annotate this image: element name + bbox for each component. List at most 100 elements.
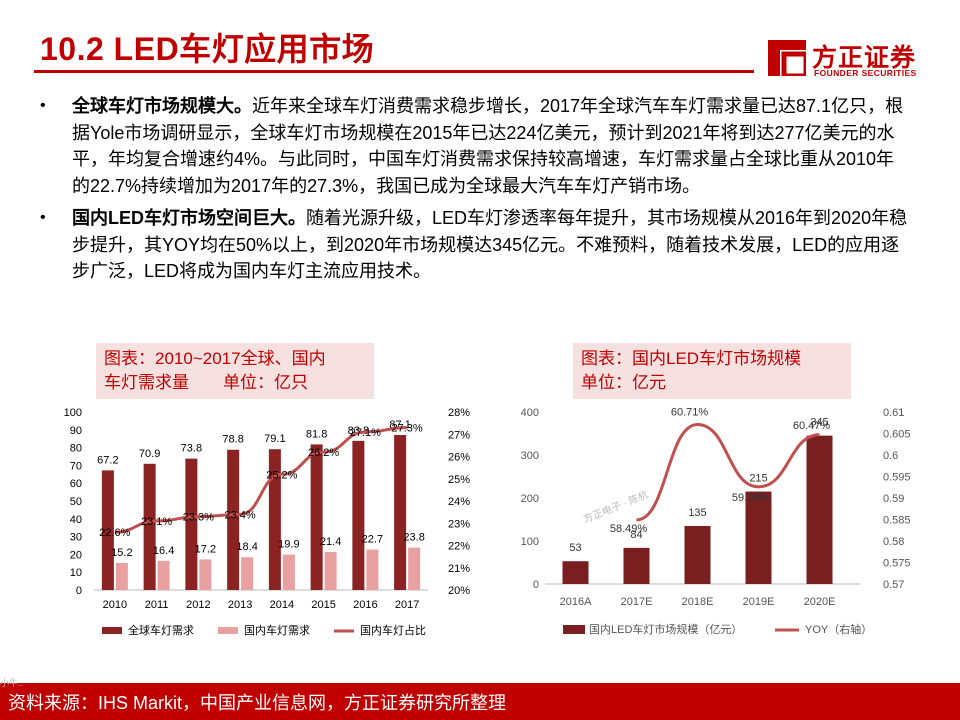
bar-global-label: 79.1 bbox=[264, 433, 285, 445]
x-tick-label: 2019E bbox=[743, 596, 775, 608]
bar-domestic bbox=[199, 559, 212, 590]
y2-tick-label: 27% bbox=[448, 429, 470, 441]
bar-domestic bbox=[366, 549, 379, 590]
bar-global bbox=[143, 463, 156, 590]
bar-global bbox=[185, 458, 198, 590]
founder-logo-icon bbox=[768, 40, 806, 76]
x-tick-label: 2017 bbox=[395, 599, 419, 611]
y2-tick-label: 0.585 bbox=[883, 515, 911, 527]
bar-led-label: 135 bbox=[688, 507, 706, 519]
bar-global bbox=[310, 444, 323, 590]
title-divider bbox=[34, 70, 754, 73]
y2-tick-label: 26% bbox=[448, 452, 470, 464]
bullet-list: • 全球车灯市场规模大。近年来全球车灯消费需求稳步增长，2017年全球汽车车灯需… bbox=[40, 93, 910, 291]
share-label: 26.2% bbox=[308, 447, 339, 459]
y-tick-label: 0 bbox=[76, 585, 82, 597]
bullet-heading: 全球车灯市场规模大。 bbox=[72, 96, 252, 116]
y-tick-label: 100 bbox=[521, 536, 539, 548]
chart2-caption-line1: 图表：国内LED车灯市场规模 bbox=[581, 349, 802, 368]
bullet-item: • 国内LED车灯市场空间巨大。随着光源升级，LED车灯渗透率每年提升，其市场规… bbox=[40, 205, 910, 285]
y-tick-label: 70 bbox=[70, 460, 82, 472]
bar-domestic bbox=[408, 547, 421, 590]
bar-global-label: 67.2 bbox=[97, 454, 118, 466]
bullet-dot-icon: • bbox=[40, 209, 46, 226]
bar-global bbox=[394, 434, 407, 590]
mascot-watermark: 小牛.. bbox=[0, 678, 24, 688]
y2-tick-label: 25% bbox=[448, 474, 470, 486]
bar-domestic-label: 21.4 bbox=[320, 536, 341, 548]
y2-tick-label: 0.595 bbox=[883, 472, 911, 484]
bar-led-market bbox=[684, 525, 711, 584]
x-tick-label: 2017E bbox=[621, 596, 653, 608]
y-tick-label: 0 bbox=[533, 579, 539, 591]
legend-led-label: 国内LED车灯市场规模（亿元） bbox=[589, 622, 742, 636]
bullet-heading: 国内LED车灯市场空间巨大。 bbox=[72, 208, 306, 228]
y-tick-label: 60 bbox=[70, 478, 82, 490]
bar-led-market bbox=[745, 491, 772, 584]
bar-domestic bbox=[324, 551, 337, 590]
yoy-label: 59.26% bbox=[732, 492, 770, 504]
share-label: 23.3% bbox=[183, 512, 214, 524]
bar-led-label: 215 bbox=[749, 473, 767, 485]
y-tick-label: 300 bbox=[521, 450, 539, 462]
share-label: 25.2% bbox=[266, 469, 297, 481]
y-tick-label: 10 bbox=[70, 567, 82, 579]
chart-global-domestic-demand: 0 10 20 30 40 50 60 70 80 90 100 20% 21% 22% 23% 24% 25%… bbox=[64, 407, 471, 637]
bar-global-label: 70.9 bbox=[139, 448, 160, 460]
x-tick-label: 2016A bbox=[560, 596, 592, 608]
legend-led-swatch bbox=[563, 625, 585, 634]
bar-domestic bbox=[115, 562, 128, 590]
yoy-label: 58.49% bbox=[610, 523, 648, 535]
bar-global bbox=[268, 449, 281, 590]
x-tick-label: 2015 bbox=[311, 599, 335, 611]
y-tick-label: 100 bbox=[64, 407, 82, 419]
share-label: 22.6% bbox=[99, 527, 130, 539]
y2-tick-label: 23% bbox=[448, 518, 470, 530]
legend-global-swatch bbox=[102, 627, 122, 634]
bar-global bbox=[101, 470, 114, 590]
bar-led-market bbox=[623, 547, 650, 584]
page-title: 10.2 LED车灯应用市场 bbox=[40, 31, 375, 67]
legend-domestic-label: 国内车灯需求 bbox=[244, 623, 310, 637]
share-label: 27.1% bbox=[350, 427, 381, 439]
logo-chinese-name: 方正证券 bbox=[812, 44, 917, 72]
x-tick-label: 2010 bbox=[103, 599, 127, 611]
yoy-line bbox=[636, 422, 820, 522]
chart2-caption-line2: 单位：亿元 bbox=[581, 373, 666, 392]
y2-tick-label: 0.61 bbox=[883, 407, 904, 419]
y2-tick-label: 21% bbox=[448, 563, 470, 575]
bar-global-label: 73.8 bbox=[181, 443, 202, 455]
y2-tick-label: 0.605 bbox=[883, 429, 911, 441]
bar-domestic-label: 16.4 bbox=[153, 545, 174, 557]
bar-led-market bbox=[806, 435, 833, 584]
bar-led-label: 84 bbox=[630, 529, 642, 541]
legend-share-label: 国内车灯占比 bbox=[360, 623, 426, 637]
x-tick-label: 2014 bbox=[270, 599, 294, 611]
bar-domestic-label: 19.9 bbox=[278, 539, 299, 551]
bullet-item: • 全球车灯市场规模大。近年来全球车灯消费需求稳步增长，2017年全球汽车车灯需… bbox=[40, 93, 910, 199]
y-tick-label: 50 bbox=[70, 496, 82, 508]
y2-tick-label: 0.57 bbox=[883, 579, 904, 591]
footer-bar: 资料来源：IHS Markit，中国产业信息网，方正证券研究所整理 bbox=[0, 683, 960, 720]
bar-led-label: 345 bbox=[810, 417, 828, 429]
bullet-text: 国内LED车灯市场空间巨大。随着光源升级，LED车灯渗透率每年提升，其市场规模从… bbox=[72, 205, 910, 285]
y-tick-label: 90 bbox=[70, 425, 82, 437]
bar-global bbox=[227, 449, 240, 590]
bar-domestic-label: 17.2 bbox=[195, 543, 216, 555]
share-label: 23.4% bbox=[225, 509, 256, 521]
y-tick-label: 200 bbox=[521, 493, 539, 505]
y2-tick-label: 0.58 bbox=[883, 536, 904, 548]
bullet-dot-icon: • bbox=[40, 97, 46, 114]
bar-global-label: 78.8 bbox=[222, 434, 243, 446]
bar-domestic-label: 18.4 bbox=[236, 541, 257, 553]
y2-tick-label: 0.6 bbox=[883, 450, 898, 462]
company-logo: 方正证券 FOUNDER SECURITIES bbox=[768, 38, 938, 82]
bar-domestic bbox=[157, 560, 170, 590]
bar-led-label: 53 bbox=[569, 542, 581, 554]
bar-domestic-label: 23.8 bbox=[403, 532, 424, 544]
chart2-caption: 图表：国内LED车灯市场规模 单位：亿元 bbox=[573, 343, 851, 399]
bar-led-market bbox=[562, 561, 589, 584]
x-tick-label: 2018E bbox=[682, 596, 714, 608]
bullet-body: 随着光源升级，LED车灯渗透率每年提升，其市场规模从2016年到2020年稳步提… bbox=[72, 208, 908, 281]
y-tick-label: 30 bbox=[70, 532, 82, 544]
